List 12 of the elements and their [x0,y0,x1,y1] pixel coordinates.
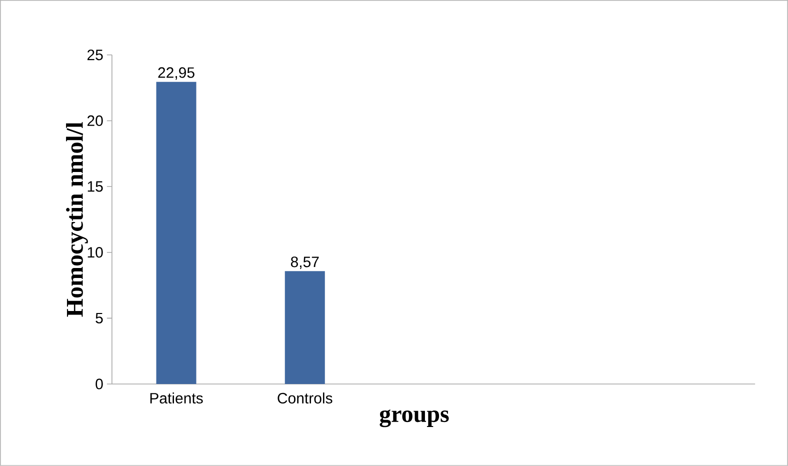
y-axis-title: Homocyctin nmol/l [66,122,88,317]
data-label: 22,95 [158,67,194,80]
y-tick-label: 25 [87,50,103,60]
x-tick-label: Controls [278,392,332,404]
y-tick-label: 15 [88,181,103,192]
y-tick-label: 10 [88,247,103,258]
y-tick-label: 5 [96,312,103,324]
y-tick-label: 20 [87,115,103,126]
x-tick-label: Patients [150,392,203,404]
x-axis-title: groups [380,410,449,428]
data-label: 8,57 [290,256,319,270]
y-tick-label: 0 [96,378,103,390]
